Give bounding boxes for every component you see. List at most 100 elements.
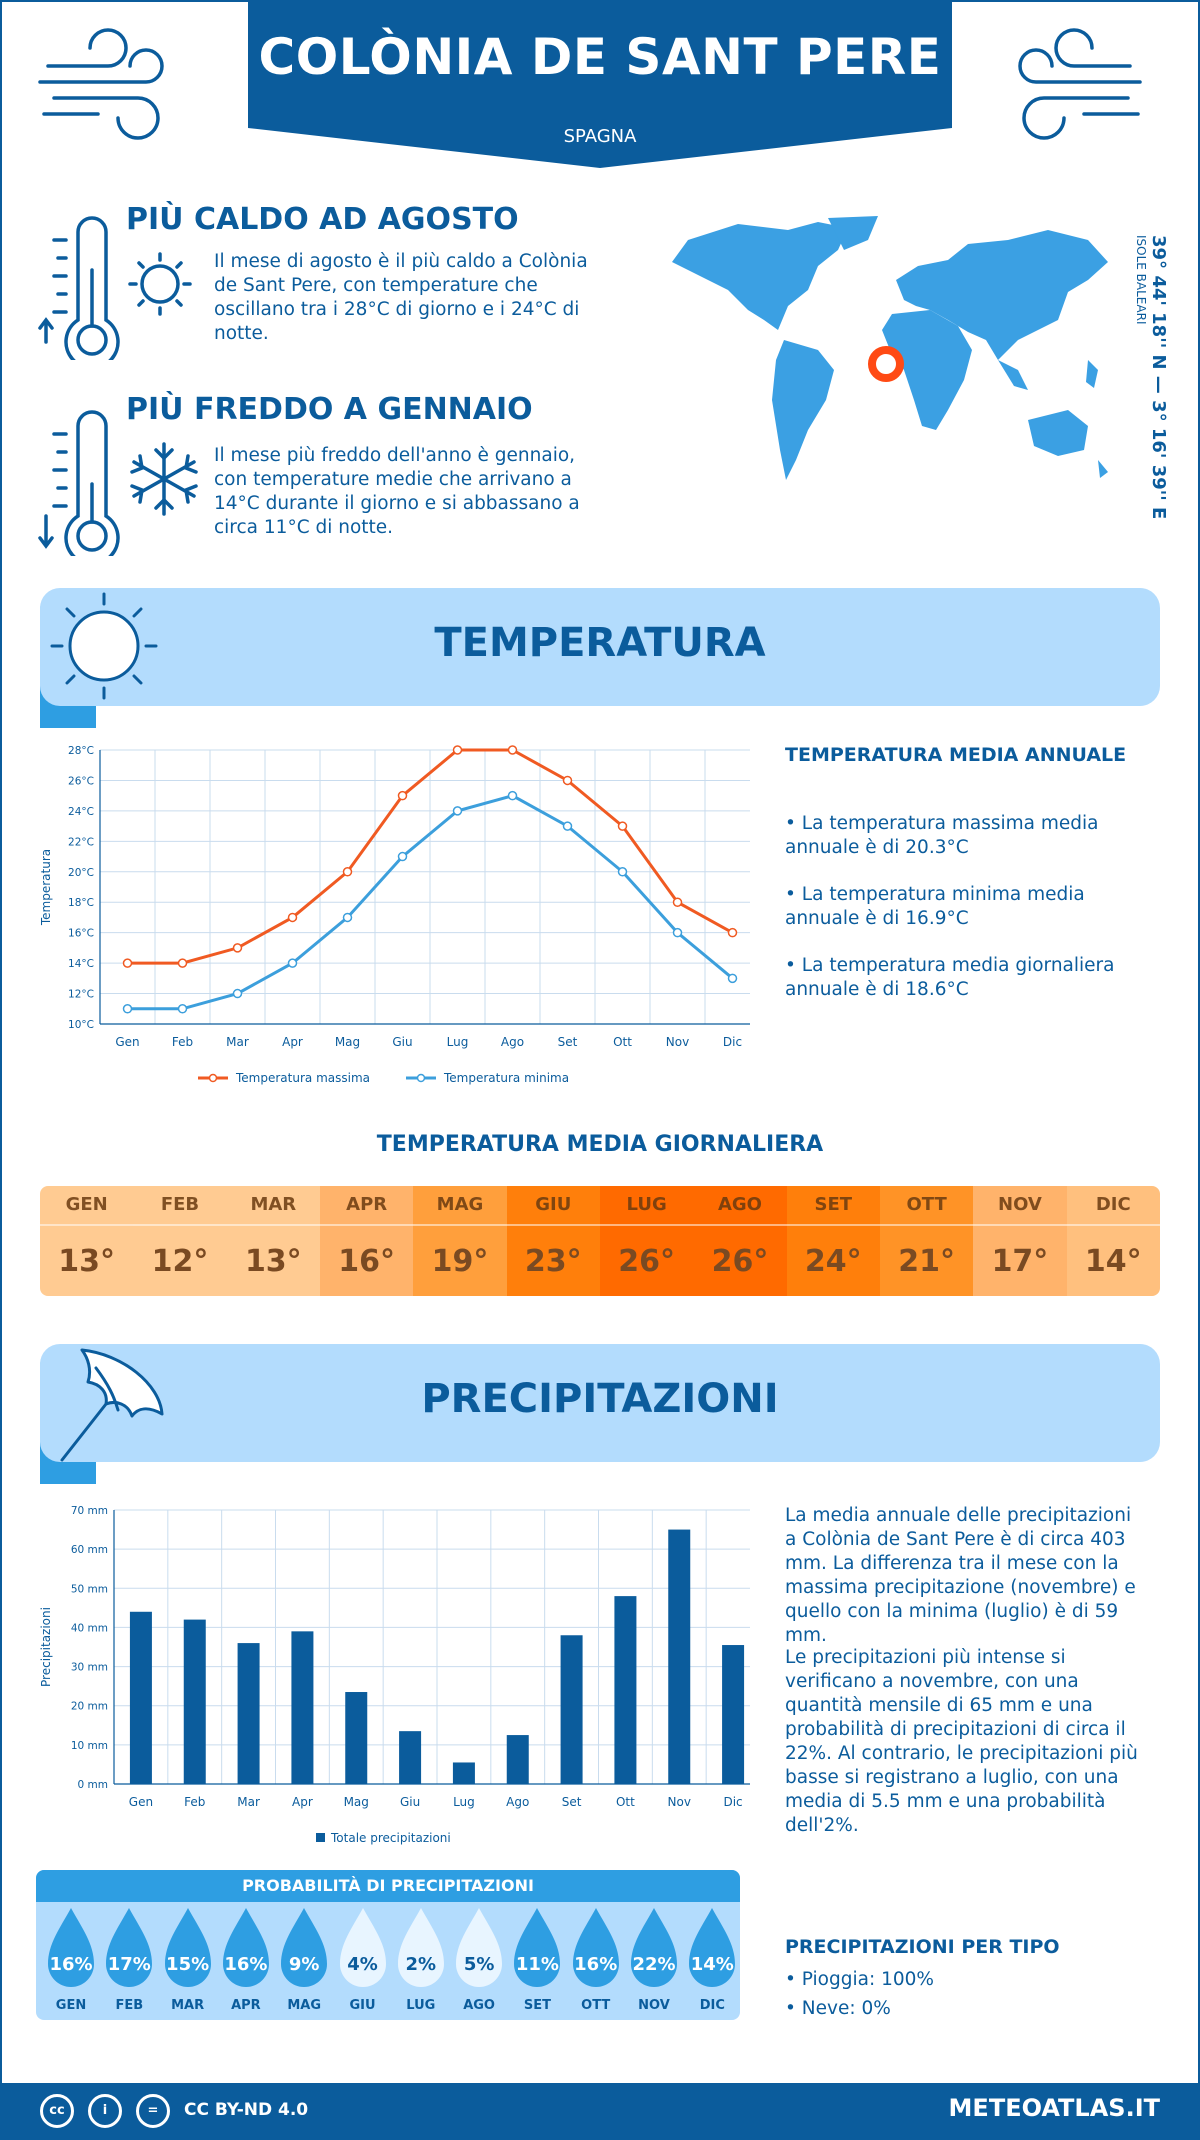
daily-month: GIU bbox=[506, 1186, 600, 1226]
x-tick-label: Ago bbox=[506, 1795, 529, 1809]
raindrop-icon bbox=[689, 1908, 736, 1987]
probability-drop-set: 11% SET bbox=[508, 1902, 566, 2020]
raindrop-icon bbox=[572, 1908, 619, 1987]
person-icon: i bbox=[88, 2094, 122, 2128]
daily-month: NOV bbox=[973, 1186, 1067, 1226]
daily-value: 19° bbox=[431, 1243, 489, 1279]
data-point bbox=[672, 927, 683, 938]
daily-col-lug: LUG 26° bbox=[599, 1186, 694, 1296]
data-point bbox=[287, 912, 298, 923]
data-point bbox=[342, 912, 353, 923]
raindrop-icon bbox=[106, 1908, 153, 1987]
raindrop-icon bbox=[456, 1908, 503, 1987]
daily-temperature-title: TEMPERATURA MEDIA GIORNALIERA bbox=[376, 1132, 824, 1157]
x-tick-label: Dic bbox=[723, 1795, 742, 1809]
y-tick-label: 50 mm bbox=[71, 1583, 108, 1595]
data-point bbox=[617, 867, 628, 877]
precip-paragraph-2: Le precipitazioni più intense si verific… bbox=[785, 1647, 1138, 1836]
probability-month: AGO bbox=[463, 1998, 495, 2013]
probability-drops: 16% GEN 17% FEB 15% MAR 16% APR 9% MAG 4% GIU 2% LUG 5… bbox=[36, 1902, 740, 2020]
data-point bbox=[562, 775, 573, 786]
legend-marker bbox=[416, 1073, 426, 1083]
daily-value: 13° bbox=[244, 1243, 302, 1279]
cold-text: Il mese più freddo dell'anno è gennaio, … bbox=[214, 445, 580, 538]
y-tick-label: 60 mm bbox=[71, 1544, 108, 1556]
probability-month: GEN bbox=[55, 1998, 87, 2013]
daily-month: SET bbox=[786, 1186, 880, 1226]
x-tick-label: Giu bbox=[392, 1035, 412, 1049]
x-tick-label: Mar bbox=[237, 1795, 260, 1809]
temperature-annual-title: TEMPERATURA MEDIA ANNUALE bbox=[785, 744, 1127, 766]
bar-apr bbox=[291, 1631, 314, 1784]
data-point bbox=[397, 790, 408, 801]
precip-type-rain: • Pioggia: 100% bbox=[785, 1969, 934, 1990]
bar-giu bbox=[399, 1731, 422, 1784]
daily-value: 14° bbox=[1084, 1243, 1142, 1279]
footer bbox=[0, 2083, 1200, 2140]
temperature-bullet-mean: • La temperatura media giornaliera annua… bbox=[785, 955, 1115, 1000]
daily-col-dic: DIC 14° bbox=[1066, 1186, 1160, 1296]
probability-value: 16% bbox=[224, 1954, 268, 1975]
data-point bbox=[232, 988, 243, 999]
daily-month: OTT bbox=[879, 1186, 974, 1226]
y-tick-label: 0 mm bbox=[78, 1779, 108, 1791]
probability-drop-ago: 5% AGO bbox=[450, 1902, 508, 2020]
x-tick-label: Gen bbox=[129, 1795, 153, 1809]
daily-col-feb: FEB 12° bbox=[133, 1186, 227, 1296]
hot-text: Il mese di agosto è il più caldo a Colòn… bbox=[214, 251, 588, 344]
y-tick-label: 20°C bbox=[68, 867, 94, 879]
daily-month: GEN bbox=[40, 1186, 134, 1226]
sun-icon bbox=[50, 592, 158, 700]
x-tick-label: Set bbox=[558, 1035, 578, 1049]
cold-title: PIÙ FREDDO A GENNAIO bbox=[126, 392, 533, 427]
precip-paragraph-1: La media annuale delle precipitazioni a … bbox=[785, 1505, 1136, 1646]
daily-value: 23° bbox=[524, 1243, 582, 1279]
data-point bbox=[122, 1004, 133, 1014]
temperature-section-header bbox=[40, 588, 1160, 706]
daily-month: APR bbox=[319, 1186, 414, 1226]
probability-month: MAG bbox=[287, 1998, 322, 2013]
bar-lug bbox=[452, 1762, 475, 1784]
brand-link[interactable]: METEOATLAS.IT bbox=[948, 2094, 1160, 2122]
x-tick-label: Ott bbox=[613, 1035, 632, 1049]
wind-icon-right bbox=[1018, 28, 1142, 140]
probability-month: SET bbox=[523, 1998, 551, 2013]
daily-col-ott: OTT 21° bbox=[879, 1186, 974, 1296]
bar-mag bbox=[345, 1692, 368, 1784]
daily-col-apr: APR 16° bbox=[319, 1186, 414, 1296]
bar-ago bbox=[506, 1735, 529, 1784]
probability-drop-mag: 9% MAG bbox=[275, 1902, 333, 2020]
probability-drop-mar: 15% MAR bbox=[159, 1902, 217, 2020]
y-axis-label: Temperatura bbox=[39, 849, 53, 926]
raindrop-icon bbox=[222, 1908, 269, 1987]
data-point bbox=[287, 958, 298, 968]
precip-section-header bbox=[40, 1344, 1160, 1462]
data-point bbox=[562, 821, 573, 831]
daily-month: MAR bbox=[226, 1186, 320, 1226]
data-point bbox=[177, 958, 188, 968]
daily-col-giu: GIU 23° bbox=[506, 1186, 600, 1296]
precipitation-chart: 0 mm 10 mm 20 mm 30 mm 40 mm 50 mm 60 mm 70 mm G… bbox=[39, 1505, 750, 1845]
daily-col-mag: MAG 19° bbox=[413, 1186, 507, 1296]
probability-drop-gen: 16% GEN bbox=[42, 1902, 100, 2020]
probability-month: DIC bbox=[699, 1998, 725, 2013]
daily-value: 16° bbox=[338, 1243, 396, 1279]
daily-value: 17° bbox=[991, 1243, 1049, 1279]
data-point bbox=[452, 806, 463, 816]
probability-drop-feb: 17% FEB bbox=[100, 1902, 158, 2020]
data-point bbox=[397, 851, 408, 862]
daily-col-gen: GEN 13° bbox=[40, 1186, 134, 1296]
x-tick-label: Lug bbox=[447, 1035, 469, 1049]
temperature-bullet-min: • La temperatura minima media annuale è … bbox=[785, 884, 1085, 929]
raindrop-icon bbox=[48, 1908, 94, 1987]
temperature-chart: 10°C 12°C 14°C 16°C 18°C 20°C 22°C 24°C 26°C 28°C… bbox=[39, 745, 750, 1085]
x-tick-label: Mag bbox=[344, 1795, 369, 1809]
x-tick-label: Apr bbox=[292, 1795, 313, 1809]
precip-type-title: PRECIPITAZIONI PER TIPO bbox=[785, 1936, 1060, 1958]
raindrop-icon bbox=[281, 1908, 328, 1987]
daily-value: 26° bbox=[618, 1243, 675, 1279]
y-tick-label: 20 mm bbox=[71, 1701, 108, 1713]
daily-col-ago: AGO 26° bbox=[693, 1186, 787, 1296]
thermometer-cold-icon bbox=[38, 410, 198, 556]
x-tick-label: Ago bbox=[501, 1035, 524, 1049]
